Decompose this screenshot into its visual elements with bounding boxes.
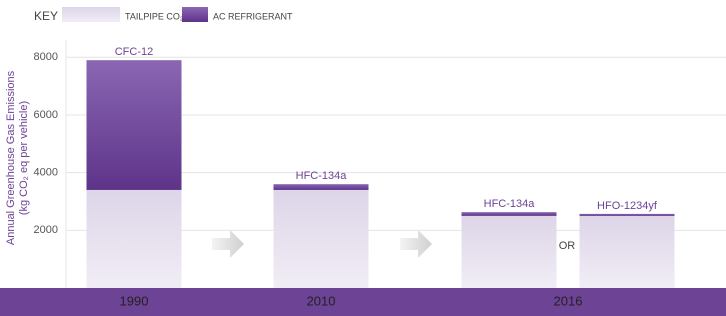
- bar-segment: [273, 184, 369, 190]
- y-tick-label: 2000: [34, 224, 58, 236]
- bar-segment: [86, 189, 182, 288]
- bar-segment: [579, 215, 675, 288]
- legend-swatch: [182, 7, 208, 22]
- annotation: OR: [559, 240, 576, 252]
- y-axis-label: Annual Greenhouse Gas Emissions: [5, 70, 17, 245]
- legend-label: TAILPIPE CO₂: [125, 11, 184, 21]
- year-label: 1990: [120, 293, 149, 308]
- y-tick-label: 6000: [34, 109, 58, 121]
- bar-label: HFC-134a: [484, 198, 536, 210]
- bar-label: HFO-1234yf: [597, 200, 658, 212]
- y-tick-label: 4000: [34, 167, 58, 179]
- bar-label: HFC-134a: [296, 170, 348, 182]
- arrow: [212, 230, 244, 258]
- bar-label: CFC-12: [115, 46, 154, 58]
- year-label: 2016: [554, 293, 583, 308]
- y-axis-label: (kg CO₂ eq per vehicle): [18, 101, 30, 215]
- legend-swatch: [62, 7, 120, 22]
- bar-segment: [86, 60, 182, 190]
- bar-segment: [461, 215, 557, 288]
- legend-label: AC REFRIGERANT: [213, 11, 293, 21]
- arrow: [400, 230, 432, 258]
- bar-segment: [579, 213, 675, 216]
- bar-segment: [273, 189, 369, 288]
- y-tick-label: 8000: [34, 51, 58, 63]
- year-band: [0, 288, 726, 316]
- bar-segment: [461, 212, 557, 216]
- year-label: 2010: [307, 293, 336, 308]
- legend-title: KEY: [34, 9, 58, 23]
